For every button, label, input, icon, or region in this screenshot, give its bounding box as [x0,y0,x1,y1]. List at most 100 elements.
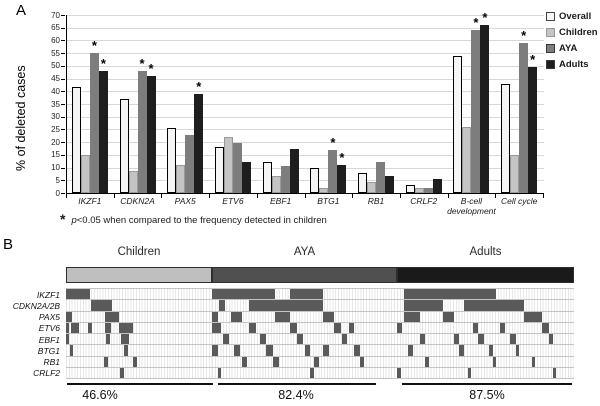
bar-aya-crlf2 [423,187,433,193]
significance-asterisk: * [100,55,106,71]
heatmap-row [397,289,574,301]
bar-overall-etv6 [214,147,224,193]
gridline [67,15,544,16]
x-tick-mark [352,194,354,198]
y-tick-label: 50 [51,61,60,71]
y-tick-mark [61,27,65,29]
group-percent-adults: 87.5% [469,388,505,402]
heatmap-row [66,345,212,357]
bar-aya-btg1 [328,149,338,193]
deletion-cell [467,367,472,378]
y-tick-mark [61,129,65,131]
heatmap-row [397,300,574,312]
bar-adults-ikzf1 [98,70,108,193]
deletion-cell [348,322,355,333]
deletion-cell [212,322,222,333]
heatmap-row [397,356,574,368]
heatmap-row [212,334,397,346]
y-tick-mark [61,142,65,144]
legend-swatch-adults [546,60,555,69]
significance-asterisk: * [91,38,97,54]
category-label-ebf1: EBF1 [270,196,292,206]
y-tick-label: 5 [55,175,60,185]
heatmap-row [397,334,574,346]
x-tick-mark [113,194,115,198]
significance-asterisk: * [148,61,154,77]
bar-adults-btg1 [337,165,347,193]
bar-children-btg1 [319,187,329,193]
category-label-pax5: PAX5 [174,196,196,206]
deletion-cell [217,367,222,378]
row-label-etv6: ETV6 [38,323,60,334]
heatmap-row [66,356,212,368]
deletion-cell [492,356,497,367]
deletion-cell [223,334,229,345]
y-tick-mark [61,167,65,169]
heatmap-row [212,311,397,323]
group-header-children: Children [117,246,161,258]
y-tick-label: 45 [51,74,60,84]
heatmap-row [66,300,212,312]
legend-item-children: Children [546,27,598,38]
significance-asterisk: * [482,10,488,26]
y-tick-mark [61,15,65,16]
x-tick-mark [209,194,211,198]
bar-aya-b-cell-development [471,30,481,193]
row-label-btg1: BTG1 [37,345,60,356]
row-label-crlf2: CRLF2 [33,368,60,379]
bar-adults-ebf1 [289,148,299,193]
bar-children-ebf1 [271,176,281,193]
y-tick-label: 60 [51,35,60,45]
deletion-cell [66,311,72,322]
category-label-etv6: ETV6 [222,196,244,206]
deletion-cell [118,322,134,333]
bar-overall-b-cell-development [453,55,463,193]
y-tick-label: 70 [51,10,60,20]
y-tick-label: 65 [51,23,60,33]
deletion-cell [304,345,311,356]
group-underline-adults [402,383,572,385]
heatmap-block-children [66,288,212,379]
deletion-cell [397,322,403,333]
deletion-cell [90,300,112,311]
legend-label-overall: Overall [559,11,592,22]
y-tick-label: 25 [51,124,60,134]
heatmap-row [212,367,397,379]
x-tick-mark [399,194,401,198]
heatmap-row [212,345,397,357]
deletion-cell [69,345,74,356]
gridline [67,116,544,118]
bar-overall-btg1 [310,167,320,193]
deletion-cell [71,322,80,333]
gridline [67,53,544,55]
legend-swatch-overall [546,12,555,21]
y-tick-mark [61,40,65,42]
legend-swatch-aya [546,44,555,53]
y-tick-label: 35 [51,99,60,109]
bar-children-crlf2 [414,187,424,193]
bar-children-etv6 [223,137,233,193]
y-tick-mark [61,91,65,93]
gridline [67,129,544,131]
bar-aya-ebf1 [280,166,290,193]
deletion-cell [121,334,129,345]
category-label-ikzf1: IKZF1 [78,196,102,206]
y-tick-mark [61,193,65,194]
heatmap-block-aya [212,288,397,379]
y-tick-label: 0 [55,188,60,198]
heatmap-row [66,322,212,334]
deletion-cell [425,356,429,367]
bar-adults-etv6 [241,162,251,193]
deletion-cell [404,311,420,322]
deletion-cell [323,345,329,356]
deletion-cell [289,289,323,300]
deletion-cell [133,356,137,367]
gridline [67,104,544,105]
gridline [67,65,544,67]
bar-aya-cdkn2a [137,70,147,193]
row-label-ikzf1: IKZF1 [36,289,60,300]
deletion-cell [515,345,520,356]
heatmap-row [66,367,212,379]
heatmap-row [397,345,574,357]
group-color-bar-aya [212,267,397,283]
